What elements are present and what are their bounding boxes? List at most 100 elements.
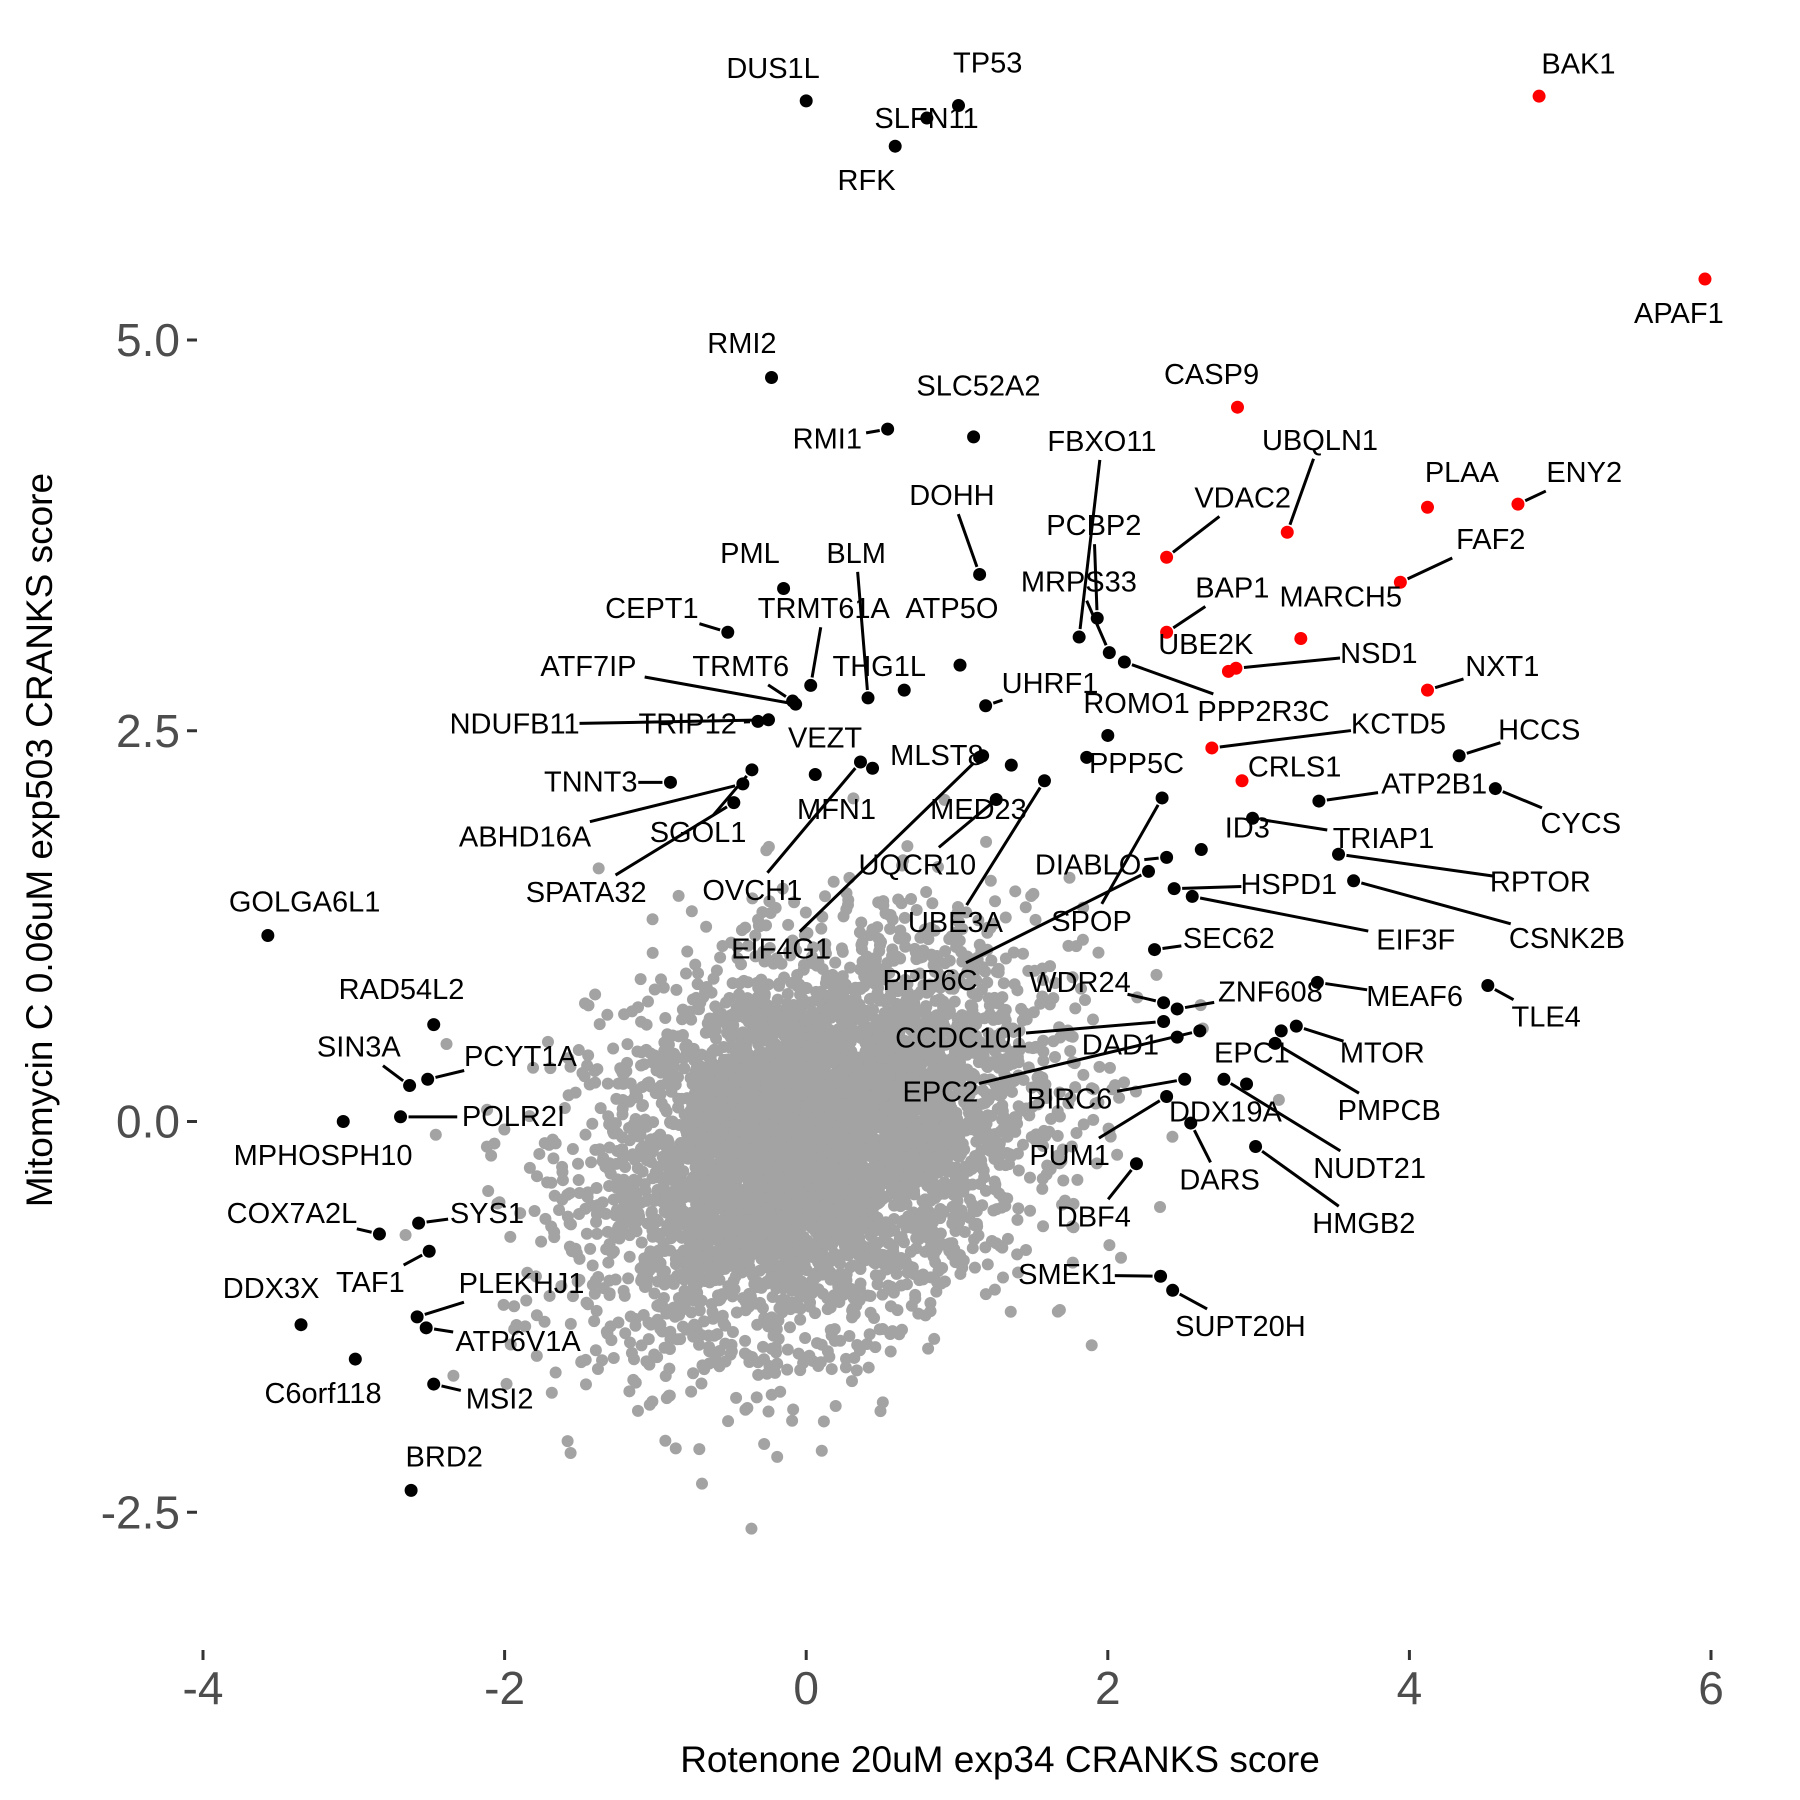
- background-point: [824, 1301, 837, 1314]
- background-point: [1049, 1050, 1062, 1063]
- background-point: [889, 1006, 902, 1019]
- background-point: [520, 1294, 533, 1307]
- background-point: [1069, 1002, 1082, 1015]
- background-point: [1005, 1150, 1018, 1163]
- background-point: [774, 1099, 787, 1112]
- background-point: [772, 979, 785, 992]
- background-point: [847, 792, 860, 805]
- background-point: [1016, 1138, 1029, 1151]
- background-point: [1018, 1007, 1031, 1020]
- background-point: [724, 1134, 737, 1147]
- background-point: [917, 1268, 930, 1281]
- background-point: [629, 1194, 642, 1207]
- background-point: [586, 1117, 599, 1130]
- background-point: [801, 1040, 814, 1053]
- background-point: [746, 1075, 759, 1088]
- background-point: [975, 1160, 988, 1173]
- background-point: [854, 1277, 867, 1290]
- background-point: [707, 1205, 720, 1218]
- background-point: [745, 1018, 758, 1031]
- background-point: [616, 1143, 629, 1156]
- background-point: [674, 1333, 687, 1346]
- background-point: [508, 1300, 521, 1313]
- background-point: [1020, 1102, 1033, 1115]
- background-point: [854, 1001, 867, 1014]
- background-point: [738, 1237, 751, 1250]
- background-point: [672, 889, 685, 902]
- background-point: [658, 1177, 671, 1190]
- background-point: [1001, 1130, 1014, 1143]
- background-point: [854, 963, 867, 976]
- background-point: [586, 1259, 599, 1272]
- background-point: [626, 1148, 639, 1161]
- background-point: [746, 892, 759, 905]
- background-point: [976, 1084, 989, 1097]
- background-point: [701, 1110, 714, 1123]
- background-point: [978, 1171, 991, 1184]
- background-point: [581, 1298, 594, 1311]
- background-point: [988, 1283, 1001, 1296]
- background-point: [659, 1012, 672, 1025]
- background-point: [946, 1217, 959, 1230]
- background-point: [951, 1194, 964, 1207]
- background-point: [829, 1399, 842, 1412]
- background-point: [899, 1037, 912, 1050]
- background-point: [803, 1300, 816, 1313]
- background-point: [920, 1171, 933, 1184]
- background-point: [624, 1336, 637, 1349]
- background-point: [575, 1355, 588, 1368]
- background-point: [886, 913, 899, 926]
- background-point: [528, 1205, 541, 1218]
- background-point: [899, 940, 912, 953]
- background-point: [990, 1040, 1003, 1053]
- background-point: [746, 1200, 759, 1213]
- background-point: [733, 1216, 746, 1229]
- background-point: [579, 1378, 592, 1391]
- background-point: [736, 1087, 749, 1100]
- background-point: [939, 945, 952, 958]
- background-point: [756, 1149, 769, 1162]
- background-point: [770, 952, 783, 965]
- background-point: [896, 1051, 909, 1064]
- background-point: [763, 1191, 776, 1204]
- background-point: [523, 1161, 536, 1174]
- background-point: [829, 956, 842, 969]
- background-point: [887, 978, 900, 991]
- background-point: [891, 1304, 904, 1317]
- background-point: [1166, 1130, 1179, 1143]
- background-point: [1036, 973, 1049, 986]
- background-point: [806, 1029, 819, 1042]
- background-point: [677, 1011, 690, 1024]
- background-point: [963, 1027, 976, 1040]
- background-point: [697, 1315, 710, 1328]
- background-point: [867, 1141, 880, 1154]
- background-point: [872, 932, 885, 945]
- background-point: [1019, 1243, 1032, 1256]
- background-point: [781, 997, 794, 1010]
- background-point: [837, 1247, 850, 1260]
- background-point: [730, 1391, 743, 1404]
- background-point: [1063, 871, 1076, 884]
- background-point: [706, 1305, 719, 1318]
- background-point: [1079, 994, 1092, 1007]
- background-point: [840, 903, 853, 916]
- background-point: [629, 1083, 642, 1096]
- background-point: [736, 1266, 749, 1279]
- background-point: [853, 1013, 866, 1026]
- background-point: [892, 1191, 905, 1204]
- background-point: [786, 1019, 799, 1032]
- background-point: [657, 1292, 670, 1305]
- background-point: [835, 1198, 848, 1211]
- background-point: [801, 997, 814, 1010]
- background-point: [709, 1024, 722, 1037]
- background-point: [728, 1190, 741, 1203]
- background-point: [1057, 1174, 1070, 1187]
- background-point: [399, 1228, 412, 1241]
- background-point: [659, 1102, 672, 1115]
- background-point: [730, 1107, 743, 1120]
- background-point: [972, 914, 985, 927]
- background-point: [625, 1207, 638, 1220]
- background-point: [807, 941, 820, 954]
- background-point: [838, 1016, 851, 1029]
- background-point: [691, 978, 704, 991]
